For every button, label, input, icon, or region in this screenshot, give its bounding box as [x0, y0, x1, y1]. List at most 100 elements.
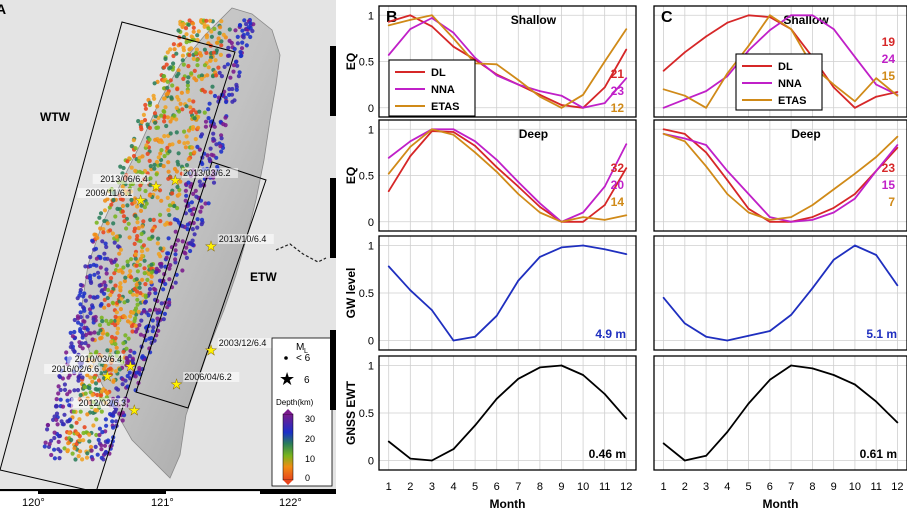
data-point	[582, 244, 584, 247]
earthquake-dot	[176, 28, 181, 33]
earthquake-dot	[153, 187, 158, 192]
earthquake-dot	[67, 403, 72, 408]
earthquake-dot	[97, 426, 102, 431]
earthquake-dot	[206, 26, 211, 31]
series-annotation: 7	[888, 195, 895, 209]
map-frame-right-3	[330, 330, 336, 410]
earthquake-dot	[78, 449, 83, 454]
earthquake-dot	[194, 194, 199, 199]
x-tick-label: 2	[682, 481, 688, 493]
y-axis-label: GNSS EWT	[344, 380, 358, 445]
x-tick-label: 4	[724, 481, 730, 493]
data-point	[431, 14, 433, 17]
event-label-halo	[217, 338, 274, 348]
earthquake-dot	[214, 142, 219, 147]
earthquake-dot	[88, 311, 93, 316]
earthquake-dot	[190, 238, 195, 243]
earthquake-dot	[162, 109, 167, 114]
earthquake-dot	[128, 290, 133, 295]
data-point	[603, 86, 606, 89]
earthquake-dot	[190, 227, 195, 232]
earthquake-dot	[147, 158, 152, 163]
series-annotation: 15	[882, 178, 896, 192]
event-star-icon: ★	[205, 238, 218, 254]
earthquake-dot	[184, 245, 189, 250]
earthquake-dot	[120, 203, 126, 209]
earthquake-dot	[184, 255, 189, 260]
earthquake-dot	[100, 319, 105, 324]
event-label: 2013/03/6.2	[183, 168, 231, 178]
depth-colorbar-cap-top	[283, 409, 293, 414]
earthquake-dot	[162, 74, 167, 79]
earthquake-dot	[168, 119, 173, 124]
data-point	[875, 95, 878, 98]
earthquake-dot	[89, 448, 94, 453]
earthquake-dot	[177, 192, 182, 197]
data-point	[747, 49, 750, 52]
earthquake-dot	[143, 102, 148, 108]
data-point	[726, 339, 729, 342]
earthquake-dot	[81, 430, 86, 436]
earthquake-dot	[232, 46, 237, 52]
earthquake-dot	[147, 193, 152, 198]
data-point	[539, 211, 541, 214]
chart-panel-C-1: Shallow C 19 24 15 DL NNA ETAS	[653, 5, 907, 118]
data-point	[747, 211, 750, 214]
earthquake-dot	[98, 226, 103, 231]
chart-title: Deep	[519, 127, 548, 141]
earthquake-dot	[168, 175, 173, 180]
data-point	[747, 402, 750, 405]
series-annotation: 32	[611, 161, 625, 175]
earthquake-dot	[189, 46, 194, 51]
earthquake-dot	[165, 79, 170, 84]
earthquake-dot	[90, 337, 95, 342]
earthquake-dot	[54, 397, 59, 402]
earthquake-dot	[104, 267, 109, 272]
earthquake-dot	[118, 247, 124, 252]
legend-ml-title: M	[296, 342, 304, 353]
earthquake-dot	[133, 213, 138, 218]
data-point	[431, 459, 433, 462]
earthquake-dot	[79, 322, 84, 327]
data-point	[683, 133, 686, 135]
data-point	[790, 364, 792, 367]
data-point	[811, 14, 814, 17]
earthquake-dot	[164, 123, 169, 129]
earthquake-dot	[49, 452, 54, 458]
data-point	[854, 100, 856, 103]
earthquake-dot	[168, 131, 173, 136]
earthquake-dot	[145, 122, 150, 127]
earthquake-dot	[72, 349, 77, 354]
earthquake-dot	[122, 279, 127, 284]
earthquake-dot	[96, 331, 101, 336]
data-point	[790, 216, 792, 219]
earthquake-dot	[143, 293, 148, 298]
earthquake-dot	[67, 389, 72, 394]
earthquake-dot	[109, 276, 114, 281]
data-point	[474, 335, 476, 338]
earthquake-dot	[184, 134, 189, 139]
earthquake-dot	[92, 272, 97, 277]
earthquake-dot	[230, 86, 235, 92]
earthquake-dot	[131, 138, 136, 143]
region-outline-etw	[135, 161, 267, 409]
data-point	[705, 335, 707, 338]
earthquake-dot	[151, 325, 156, 330]
earthquake-dot	[190, 145, 195, 150]
data-point	[452, 339, 455, 342]
data-point	[495, 397, 498, 400]
earthquake-dot	[100, 239, 105, 244]
earthquake-dot	[114, 386, 119, 391]
earthquake-dot	[168, 263, 173, 268]
earthquake-dot	[105, 221, 110, 226]
earthquake-dot	[208, 90, 213, 95]
earthquake-dot	[82, 385, 87, 390]
data-point	[560, 220, 563, 223]
earthquake-dot	[45, 422, 51, 428]
data-point	[625, 214, 628, 217]
earthquake-dot	[212, 26, 217, 31]
series-annotation: 23	[882, 161, 896, 175]
earthquake-dot	[139, 318, 144, 323]
legend-label: DL	[778, 61, 793, 73]
data-point	[896, 135, 899, 138]
